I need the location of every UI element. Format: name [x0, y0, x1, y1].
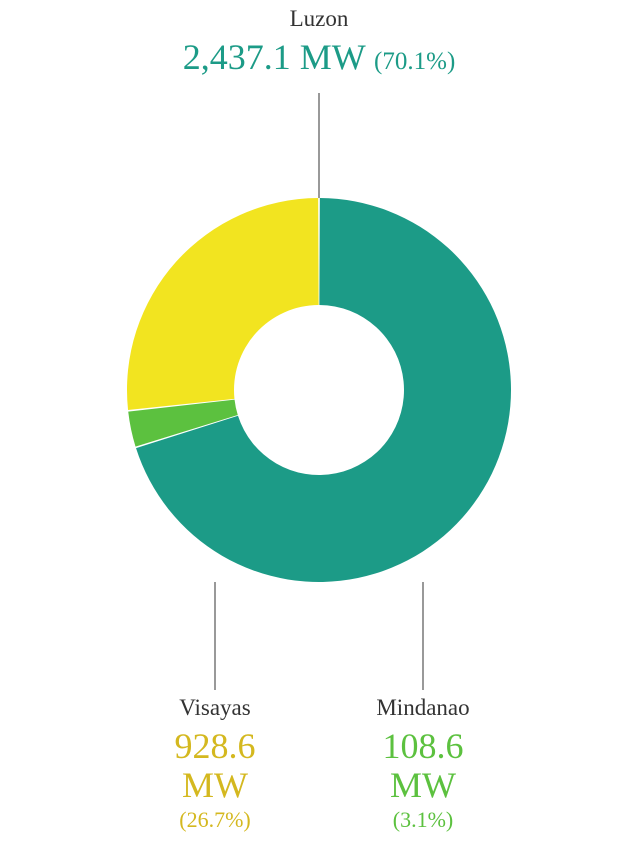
label-mindanao-name: Mindanao	[323, 695, 523, 721]
label-luzon-name: Luzon	[0, 6, 638, 32]
label-visayas-pct: (26.7%)	[115, 808, 315, 832]
label-luzon: Luzon 2,437.1 MW (70.1%)	[0, 6, 638, 78]
label-visayas: Visayas 928.6 MW (26.7%)	[115, 695, 315, 833]
label-luzon-value-text: 2,437.1 MW	[183, 37, 365, 77]
label-mindanao-value-num: 108.6	[383, 726, 464, 766]
label-visayas-name: Visayas	[115, 695, 315, 721]
label-luzon-value: 2,437.1 MW (70.1%)	[0, 36, 638, 78]
slice-visayas	[127, 198, 319, 410]
label-mindanao-value-unit: MW	[323, 767, 523, 805]
label-mindanao: Mindanao 108.6 MW (3.1%)	[323, 695, 523, 833]
donut-chart-svg	[0, 0, 638, 851]
donut-chart-container: Luzon 2,437.1 MW (70.1%) Visayas 928.6 M…	[0, 0, 638, 851]
label-visayas-value-unit: MW	[115, 767, 315, 805]
label-visayas-value: 928.6 MW (26.7%)	[115, 727, 315, 833]
label-mindanao-pct: (3.1%)	[323, 808, 523, 832]
label-luzon-pct: (70.1%)	[374, 48, 455, 75]
label-mindanao-value: 108.6 MW (3.1%)	[323, 727, 523, 833]
label-visayas-value-num: 928.6	[175, 726, 256, 766]
